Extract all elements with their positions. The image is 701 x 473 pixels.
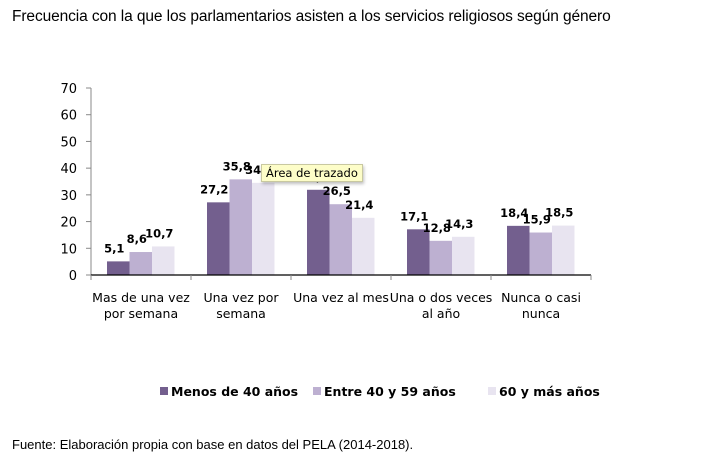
data-label-1-1: 5,1 (104, 241, 124, 255)
y-tick-label: 10 (60, 242, 77, 257)
data-label-2-2: 35,8 (223, 159, 251, 173)
chart-title: Frecuencia con la que los parlamentarios… (12, 8, 611, 25)
data-label-3-1: 10,7 (145, 226, 173, 240)
legend-swatch-2 (313, 387, 321, 395)
data-label-3-3: 21,4 (345, 198, 373, 212)
y-tick-label: 70 (60, 82, 77, 97)
category-label-1: por semana (104, 306, 178, 321)
category-label-2: semana (216, 306, 266, 321)
bar-2-4[interactable] (429, 240, 453, 275)
category-label-3: Una vez al mes (293, 290, 389, 305)
data-label-2-1: 8,6 (127, 232, 147, 246)
category-label-5: Nunca o casi (501, 290, 581, 305)
data-label-2-5: 15,9 (523, 213, 551, 227)
source-note: Fuente: Elaboración propia con base en d… (12, 437, 414, 452)
bar-2-2[interactable] (229, 179, 253, 275)
data-label-3-5: 18,5 (545, 206, 573, 220)
bar-3-4[interactable] (452, 236, 475, 275)
category-label-2: Una vez por (203, 290, 279, 305)
category-label-4: al año (422, 306, 460, 321)
y-tick-label: 60 (60, 109, 77, 124)
bar-1-5[interactable] (507, 225, 530, 275)
data-label-1-4: 17,1 (400, 209, 428, 223)
data-label-3-4: 14,3 (445, 217, 473, 231)
legend-swatch-3 (488, 387, 496, 395)
data-label-1-5: 18,4 (500, 206, 528, 220)
plot-area-tooltip: Área de trazado (261, 164, 363, 182)
y-tick-label: 20 (60, 216, 77, 231)
legend-label-2: Entre 40 y 59 años (324, 384, 456, 399)
bar-2-3[interactable] (329, 204, 353, 275)
bar-3-3[interactable] (352, 217, 375, 275)
y-tick-label: 30 (60, 189, 77, 204)
y-tick-label: 0 (69, 269, 77, 284)
y-tick-label: 40 (60, 162, 77, 177)
bar-1-1[interactable] (107, 261, 130, 275)
legend-swatch-1 (160, 387, 168, 395)
legend-label-1: Menos de 40 años (171, 384, 298, 399)
bar-2-5[interactable] (529, 232, 553, 275)
data-label-2-3: 26,5 (323, 184, 351, 198)
bar-2-1[interactable] (129, 252, 153, 275)
category-label-5: nunca (522, 306, 560, 321)
bar-3-5[interactable] (552, 225, 575, 275)
bar-1-3[interactable] (307, 189, 330, 275)
data-label-1-2: 27,2 (200, 182, 228, 196)
category-label-4: Una o dos veces (390, 290, 493, 305)
bar-3-1[interactable] (152, 246, 175, 275)
bar-1-4[interactable] (407, 229, 430, 275)
data-label-2-4: 12,8 (423, 221, 451, 235)
y-tick-label: 50 (60, 135, 77, 150)
bar-1-2[interactable] (207, 202, 230, 275)
category-label-1: Mas de una vez (92, 290, 190, 305)
legend-label-3: 60 y más años (499, 384, 600, 399)
bar-3-2[interactable] (252, 182, 275, 275)
